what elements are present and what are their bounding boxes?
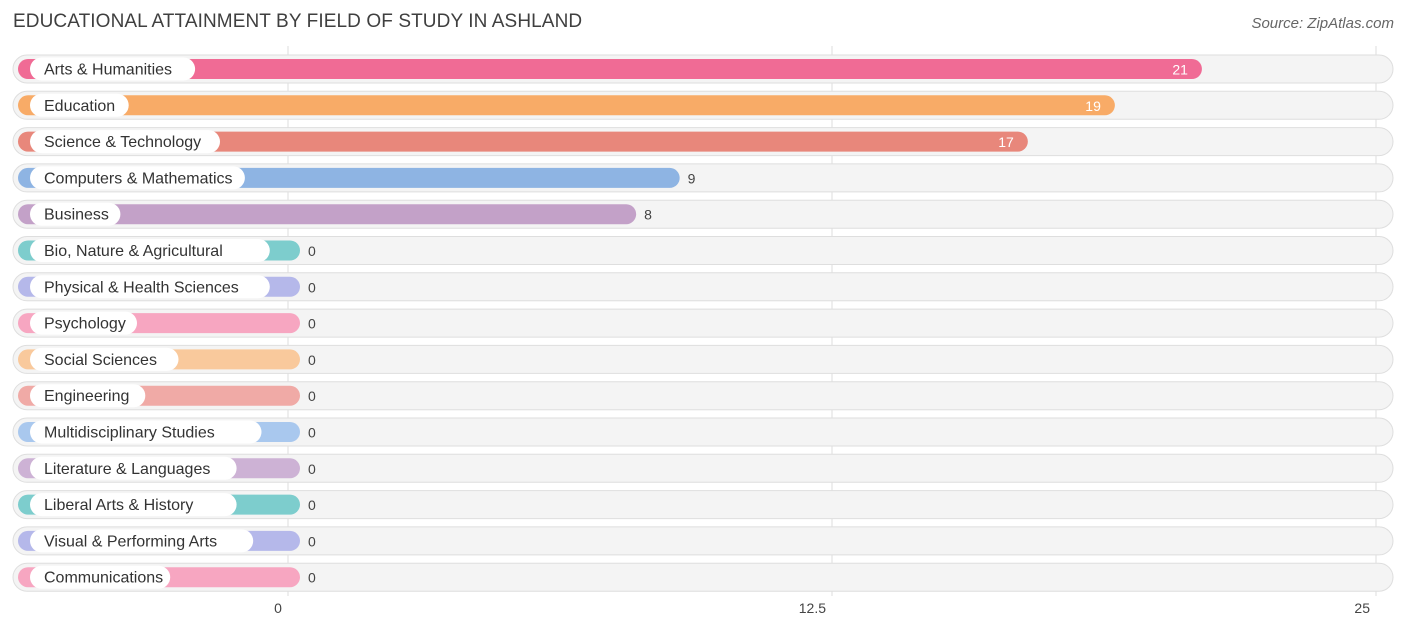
bar	[18, 59, 1202, 79]
value-label: 0	[308, 316, 316, 332]
category-label: Literature & Languages	[44, 461, 210, 478]
bar-row: Physical & Health Sciences 0	[12, 272, 1394, 302]
bar-row: Arts & Humanities 21	[12, 54, 1394, 84]
value-label: 0	[308, 425, 316, 441]
category-label: Physical & Health Sciences	[44, 279, 239, 296]
value-label: 0	[308, 570, 316, 586]
bar	[18, 95, 1115, 116]
value-label: 8	[644, 207, 652, 223]
row-track	[12, 490, 1394, 520]
bar-row: Bio, Nature & Agricultural 0	[12, 236, 1394, 265]
category-label: Science & Technology	[44, 134, 201, 151]
label-pill	[30, 529, 254, 553]
row-track	[12, 272, 1394, 302]
bar-row: Science & Technology 17	[12, 127, 1394, 157]
category-label: Visual & Performing Arts	[44, 533, 217, 550]
category-label: Computers & Mathematics	[44, 170, 233, 187]
category-label: Bio, Nature & Agricultural	[44, 243, 223, 260]
label-pill	[30, 275, 270, 299]
bar-row: Psychology 0	[12, 308, 1394, 338]
chart-title: EDUCATIONAL ATTAINMENT BY FIELD OF STUDY…	[13, 11, 583, 32]
label-pill	[30, 166, 245, 190]
value-label: 0	[308, 243, 316, 259]
label-pill	[30, 384, 146, 408]
x-tick-label: 0	[274, 600, 282, 616]
row-track	[12, 344, 1394, 374]
label-pill	[30, 565, 171, 589]
category-label: Education	[44, 98, 115, 115]
label-pill	[30, 202, 121, 226]
bar-row: Communications 0	[12, 562, 1394, 592]
row-track	[12, 562, 1394, 592]
category-label: Social Sciences	[44, 352, 157, 369]
value-label: 0	[308, 279, 316, 295]
category-label: Multidisciplinary Studies	[44, 425, 215, 442]
label-pill	[30, 456, 237, 480]
bar-row: Education 19	[12, 90, 1394, 120]
label-pill	[30, 239, 270, 262]
value-label: 19	[1085, 98, 1101, 114]
value-label: 0	[308, 533, 316, 549]
x-tick-label: 25	[1354, 600, 1370, 616]
category-label: Arts & Humanities	[44, 62, 172, 79]
row-track	[12, 381, 1394, 411]
label-pill	[30, 347, 179, 371]
bar	[18, 131, 1028, 152]
bar-row: Liberal Arts & History 0	[12, 490, 1394, 520]
row-track	[12, 453, 1394, 483]
value-label: 9	[688, 170, 696, 186]
bar-row: Multidisciplinary Studies 0	[12, 417, 1394, 447]
bar	[18, 204, 637, 225]
label-pill	[30, 493, 237, 517]
row-track	[12, 308, 1394, 338]
label-pill	[30, 57, 196, 81]
bar-row: Business 8	[12, 199, 1394, 229]
category-label: Communications	[44, 570, 163, 587]
value-label: 0	[308, 352, 316, 368]
value-label: 0	[308, 461, 316, 477]
row-track	[12, 526, 1394, 556]
category-label: Psychology	[44, 316, 126, 333]
category-label: Liberal Arts & History	[44, 497, 193, 514]
value-label: 0	[308, 497, 316, 513]
source-label: Source: ZipAtlas.com	[1251, 15, 1394, 32]
bar-row: Engineering 0	[12, 381, 1394, 411]
label-pill	[30, 420, 262, 444]
category-label: Engineering	[44, 388, 129, 405]
value-label: 0	[308, 388, 316, 404]
row-track	[12, 417, 1394, 447]
bar-row: Literature & Languages 0	[12, 453, 1394, 483]
bar-row: Computers & Mathematics 9	[12, 163, 1394, 193]
category-label: Business	[44, 207, 109, 224]
bar-row: Social Sciences 0	[12, 344, 1394, 374]
label-pill	[30, 311, 137, 335]
value-label: 17	[998, 134, 1014, 150]
x-tick-label: 12.5	[799, 600, 826, 616]
label-pill	[30, 93, 129, 117]
row-track	[12, 236, 1394, 265]
bar-row: Visual & Performing Arts 0	[12, 526, 1394, 556]
label-pill	[30, 130, 220, 154]
value-label: 21	[1172, 62, 1188, 78]
x-axis-ticks: 0 12.5 25	[274, 600, 1370, 616]
